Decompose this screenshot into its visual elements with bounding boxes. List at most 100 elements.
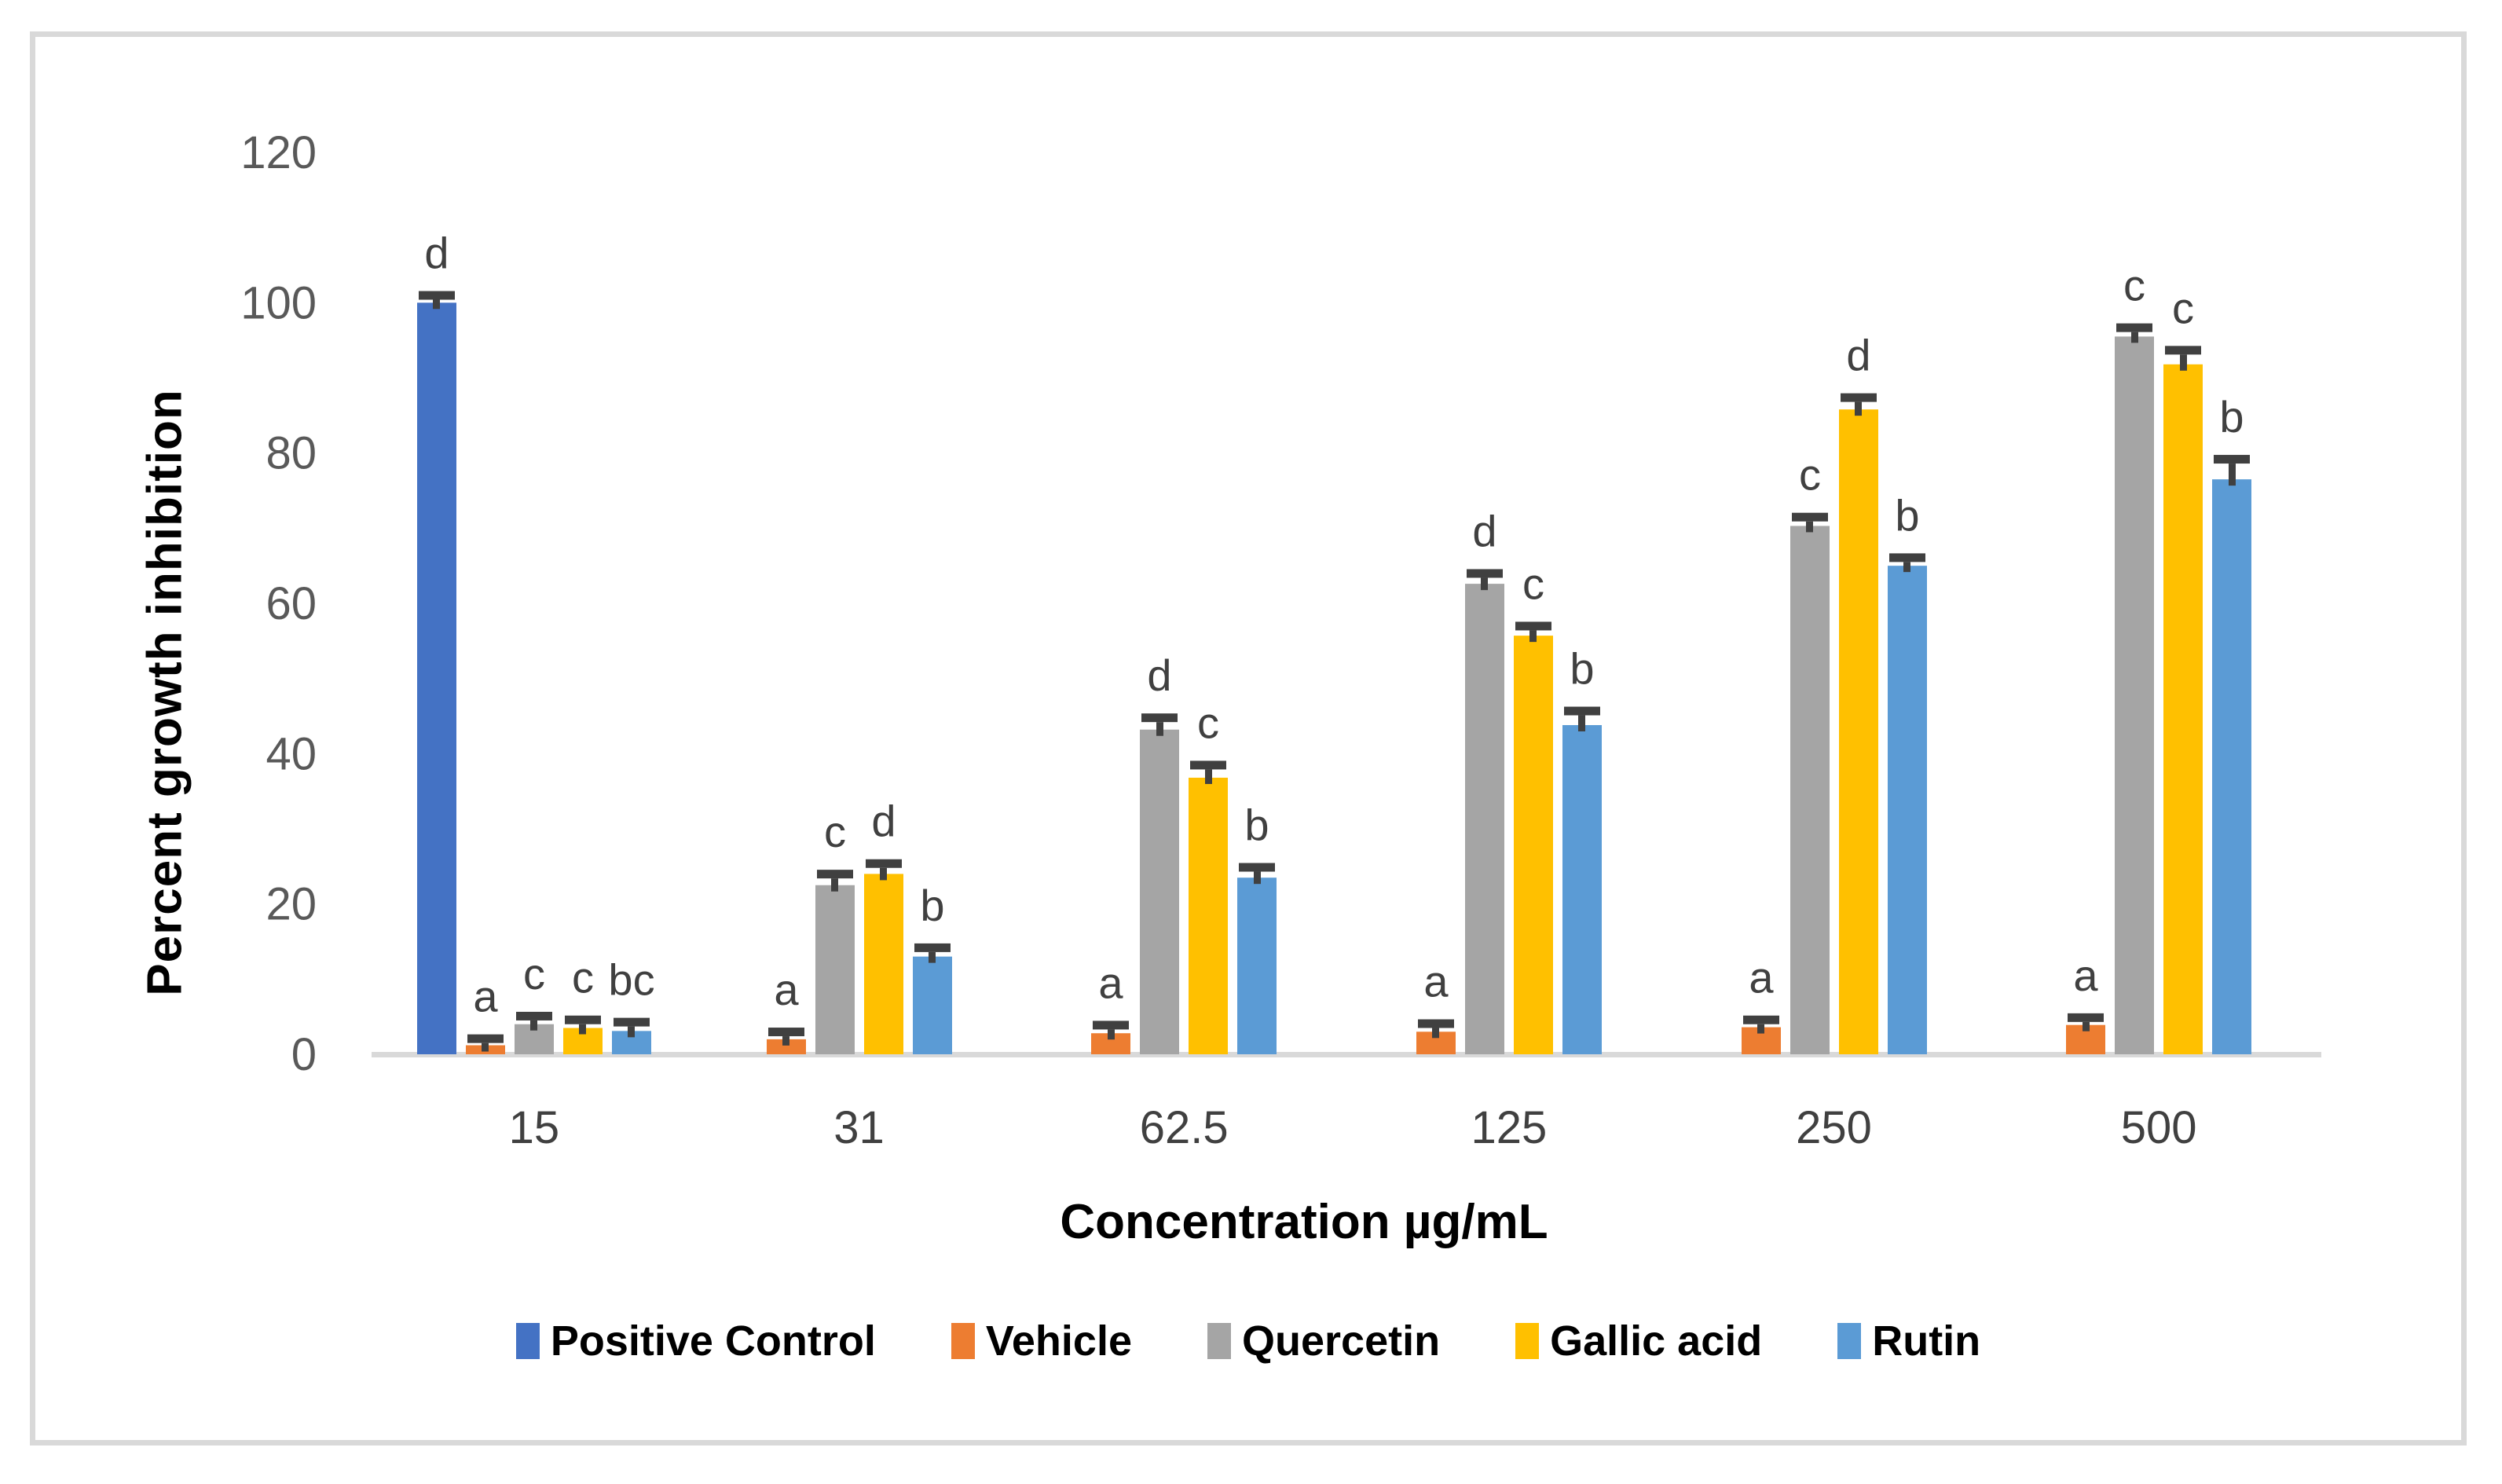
x-axis-line [372,1052,2321,1057]
bar-rutin-250 [1888,566,1927,1054]
sig-letter-rutin-15: bc [608,955,654,1005]
y-tick-label-40: 40 [266,728,317,779]
error-bar-cap-rutin-62.5 [1239,863,1275,872]
bar-gallic-acid-250 [1839,409,1878,1054]
x-tick-label-500: 500 [2121,1102,2197,1153]
error-bar-stem-vehicle-125 [1432,1028,1439,1039]
error-bar-stem-gallic-acid-15 [579,1024,586,1035]
error-bar-cap-vehicle-31 [768,1028,804,1037]
legend-swatch-quercetin [1207,1323,1231,1359]
legend-swatch-vehicle [951,1323,975,1359]
bar-quercetin-31 [815,885,855,1054]
x-tick-label-125: 125 [1471,1102,1547,1153]
error-bar-stem-quercetin-125 [1481,577,1488,591]
error-bar-stem-gallic-acid-500 [2180,354,2187,371]
sig-letter-vehicle-250: a [1749,953,1774,1002]
error-bar-stem-quercetin-500 [2131,332,2138,343]
error-bar-stem-vehicle-500 [2083,1021,2090,1031]
legend-item-positive-control: Positive Control [515,1317,876,1365]
legend-item-vehicle: Vehicle [951,1317,1132,1365]
error-bar-cap-vehicle-15 [467,1034,504,1043]
sig-letter-rutin-500: b [2219,392,2244,442]
sig-letter-gallic-acid-31: d [871,797,896,846]
error-bar-cap-quercetin-15 [516,1011,552,1020]
sig-letter-quercetin-125: d [1472,506,1496,555]
bar-rutin-125 [1562,724,1602,1054]
error-bar-stem-vehicle-31 [782,1036,789,1046]
bar-vehicle-31 [767,1039,806,1054]
legend-label-rutin: Rutin [1872,1317,1981,1365]
y-tick-label-120: 120 [240,127,317,178]
error-bar-cap-vehicle-125 [1418,1019,1454,1028]
error-bar-cap-rutin-125 [1564,706,1600,716]
legend-item-rutin: Rutin [1837,1317,1980,1365]
error-bar-stem-vehicle-62.5 [1108,1029,1115,1040]
sig-letter-quercetin-31: c [824,807,846,856]
chart-legend: Positive Control Vehicle Quercetin Gallic a… [30,1317,2467,1365]
error-bar-cap-quercetin-125 [1467,569,1503,578]
sig-letter-gallic-acid-500: c [2172,283,2194,332]
error-bar-cap-quercetin-500 [2116,323,2152,332]
legend-item-gallic-acid: Gallic acid [1515,1317,1762,1365]
sig-letter-rutin-62.5: b [1244,801,1269,850]
bar-gallic-acid-31 [864,874,903,1054]
error-bar-cap-quercetin-62.5 [1141,713,1178,723]
error-bar-cap-vehicle-500 [2068,1013,2104,1022]
sig-letter-quercetin-250: c [1799,450,1821,500]
error-bar-stem-quercetin-15 [530,1020,537,1031]
error-bar-stem-gallic-acid-125 [1529,630,1537,643]
error-bar-cap-vehicle-250 [1743,1015,1779,1024]
bar-quercetin-62.5 [1140,729,1179,1054]
legend-label-vehicle: Vehicle [985,1317,1132,1365]
bar-gallic-acid-500 [2163,364,2203,1054]
error-bar-cap-quercetin-250 [1792,512,1828,522]
error-bar-stem-rutin-125 [1578,715,1585,731]
error-bar-cap-rutin-500 [2214,455,2250,464]
error-bar-cap-gallic-acid-250 [1841,393,1877,402]
x-tick-label-15: 15 [509,1102,560,1153]
error-bar-stem-quercetin-250 [1806,521,1813,533]
error-bar-stem-quercetin-31 [831,878,838,892]
error-bar-cap-gallic-acid-62.5 [1190,760,1226,770]
bar-gallic-acid-125 [1514,636,1553,1054]
error-bar-stem-gallic-acid-62.5 [1205,769,1212,784]
error-bar-cap-rutin-250 [1889,553,1925,562]
error-bar-cap-quercetin-31 [817,870,853,879]
sig-letter-vehicle-15: a [473,972,498,1021]
bar-gallic-acid-62.5 [1189,777,1228,1054]
bar-quercetin-125 [1465,584,1504,1054]
bar-quercetin-250 [1790,526,1830,1054]
error-bar-cap-positive-control-15 [419,291,455,300]
sig-letter-vehicle-62.5: a [1098,958,1123,1007]
sig-letter-gallic-acid-125: c [1522,559,1544,608]
error-bar-cap-gallic-acid-15 [565,1015,601,1024]
sig-letter-quercetin-15: c [523,949,545,998]
error-bar-stem-rutin-31 [929,951,936,963]
y-axis-title: Percent growth inhibition [137,389,192,996]
sig-letter-vehicle-125: a [1423,957,1449,1006]
error-bar-cap-gallic-acid-125 [1515,621,1551,631]
bar-rutin-31 [913,956,952,1054]
error-bar-stem-vehicle-15 [482,1042,489,1052]
sig-letter-gallic-acid-250: d [1846,331,1870,380]
error-bar-stem-rutin-500 [2229,464,2236,486]
error-bar-cap-gallic-acid-500 [2165,346,2201,355]
legend-swatch-positive-control [515,1323,540,1359]
y-tick-label-60: 60 [266,578,317,629]
sig-letter-rutin-125: b [1570,644,1594,694]
y-tick-label-80: 80 [266,428,317,479]
error-bar-stem-gallic-acid-250 [1855,401,1862,416]
x-tick-label-31: 31 [833,1102,885,1153]
legend-swatch-gallic-acid [1515,1323,1540,1359]
y-tick-label-100: 100 [240,277,317,328]
error-bar-stem-rutin-250 [1903,562,1910,573]
sig-letter-rutin-31: b [920,881,944,930]
bar-positive-control-15 [417,302,456,1055]
legend-swatch-rutin [1837,1323,1862,1359]
error-bar-stem-gallic-acid-31 [880,867,887,881]
error-bar-stem-vehicle-250 [1757,1024,1764,1034]
legend-item-quercetin: Quercetin [1207,1317,1440,1365]
bar-rutin-62.5 [1237,878,1277,1054]
